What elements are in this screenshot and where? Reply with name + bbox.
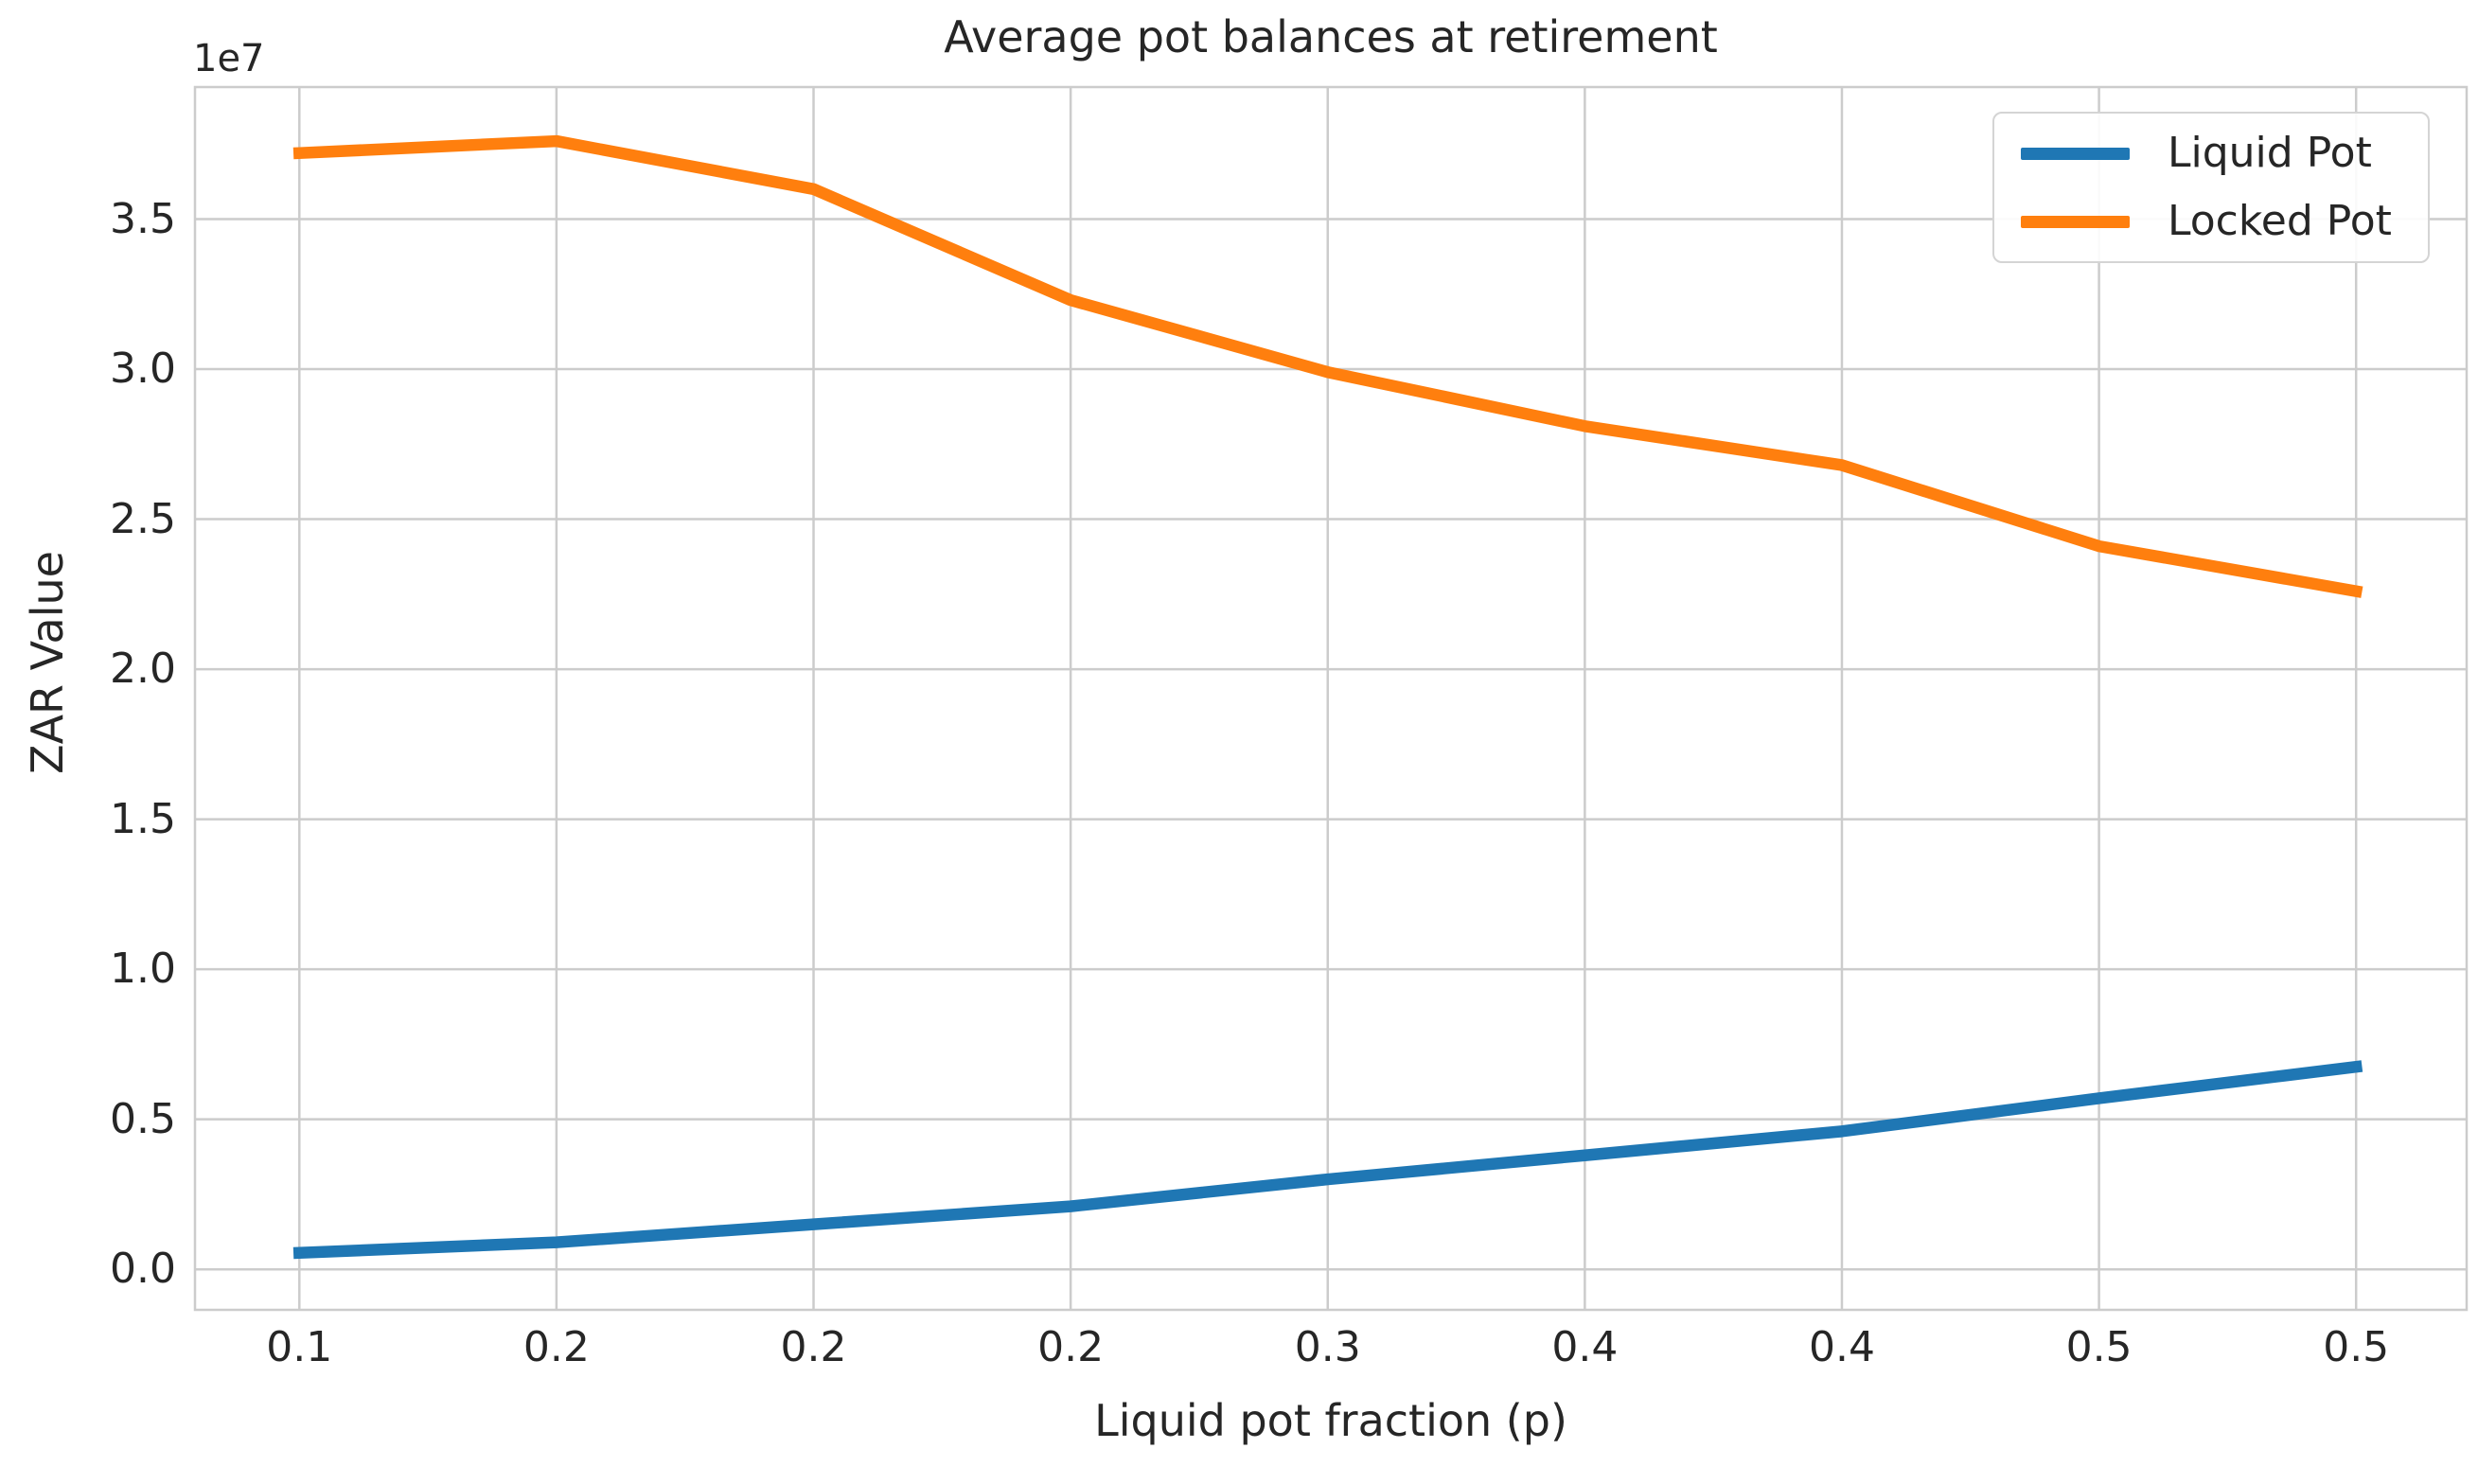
legend-line-swatch-liquid	[2021, 147, 2130, 160]
y-tick-label: 2.5	[110, 494, 176, 543]
chart-title: Average pot balances at retirement	[944, 11, 1718, 62]
y-tick-label: 2.0	[110, 645, 176, 694]
x-tick-label: 0.4	[1808, 1323, 1875, 1371]
legend-label: Liquid Pot	[2168, 129, 2372, 177]
legend-item-liquid-pot: Liquid Pot	[2021, 132, 2428, 174]
legend-label: Locked Pot	[2168, 197, 2392, 245]
legend-item-locked-pot: Locked Pot	[2021, 201, 2428, 242]
x-tick-label: 0.5	[2323, 1323, 2390, 1371]
y-tick-label: 1.5	[110, 794, 176, 843]
x-tick-label: 0.2	[1037, 1323, 1105, 1371]
x-tick-label: 0.1	[266, 1323, 333, 1371]
x-tick-label: 0.3	[1294, 1323, 1361, 1371]
series-line-locked-pot	[292, 134, 2363, 598]
legend-line-swatch-locked	[2021, 215, 2130, 228]
y-tick-label: 0.5	[110, 1094, 176, 1143]
y-tick-label: 3.5	[110, 194, 176, 243]
x-tick-label: 0.2	[780, 1323, 847, 1371]
plot-area	[195, 87, 2467, 1310]
x-tick-label: 0.4	[1551, 1323, 1619, 1371]
x-axis-label: Liquid pot fraction (p)	[1094, 1395, 1567, 1446]
y-tick-label: 3.0	[110, 344, 176, 394]
x-tick-label: 0.5	[2065, 1323, 2133, 1371]
y-tick-label: 0.0	[110, 1245, 176, 1294]
legend: Liquid Pot Locked Pot	[1992, 112, 2430, 263]
series-line-liquid-pot	[292, 1060, 2363, 1260]
y-tick-label: 1.0	[110, 945, 176, 994]
x-tick-label: 0.2	[522, 1323, 590, 1371]
axes-spines	[193, 85, 2469, 1312]
y-axis-offset-label: 1e7	[193, 37, 265, 80]
